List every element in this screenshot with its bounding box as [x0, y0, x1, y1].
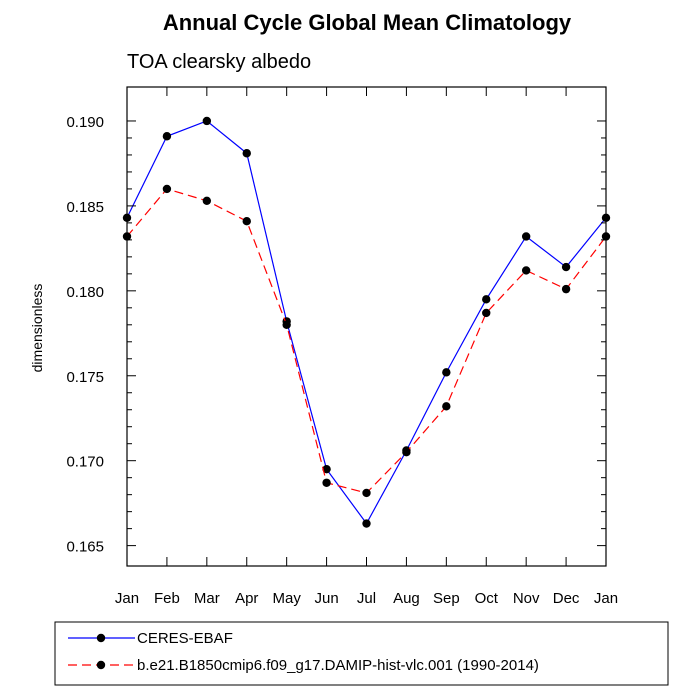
data-point [282, 320, 291, 330]
y-tick-label: 0.175 [66, 369, 104, 386]
x-tick-label: Oct [475, 590, 499, 607]
x-tick-label: Aug [393, 590, 420, 607]
series-1 [122, 116, 611, 528]
legend: CERES-EBAF b.e21.B1850cmip6.f09_g17.DAMIP… [54, 621, 669, 686]
data-point [442, 402, 451, 411]
data-point [162, 132, 172, 141]
data-point [402, 447, 411, 457]
x-tick-label: Jan [115, 590, 139, 607]
x-tick-label: May [272, 590, 301, 607]
legend-marker [96, 633, 106, 643]
y-ticks-layer: 0.165 0.170 0.175 0.180 0.185 0.190 [66, 114, 606, 556]
data-point [322, 464, 331, 474]
data-point [521, 232, 531, 241]
legend-label: b.e21.B1850cmip6.f09_g17.DAMIP-hist-vlc.… [137, 657, 539, 674]
data-point [482, 295, 491, 304]
data-point [561, 284, 571, 294]
x-tick-label: Feb [154, 590, 180, 607]
data-point [322, 478, 331, 487]
data-point [442, 368, 451, 377]
y-tick-label: 0.170 [66, 454, 104, 471]
data-point [561, 262, 571, 272]
data-point [601, 232, 611, 241]
y-tick-label: 0.190 [66, 114, 104, 131]
data-point [242, 149, 251, 158]
legend-entries: CERES-EBAF b.e21.B1850cmip6.f09_g17.DAMIP… [68, 630, 539, 674]
x-tick-label: Jul [357, 590, 376, 607]
legend-marker [96, 660, 106, 670]
x-tick-label: Dec [553, 590, 580, 607]
legend-label: CERES-EBAF [137, 630, 233, 647]
y-tick-label: 0.180 [66, 284, 104, 301]
x-tick-label: Mar [194, 590, 220, 607]
legend-entry: CERES-EBAF [68, 630, 233, 647]
data-point [122, 213, 132, 222]
x-tick-label: Apr [235, 590, 258, 607]
x-ticks-layer: Jan Feb Mar Apr May Jun Jul Aug Sep Oct Nov Dec Jan [115, 87, 618, 607]
series-2 [122, 184, 611, 498]
data-point [162, 184, 172, 194]
data-point [362, 488, 371, 498]
chart-subtitle: TOA clearsky albedo [127, 51, 311, 73]
chart-title: Annual Cycle Global Mean Climatology [163, 10, 572, 35]
data-point [362, 519, 371, 528]
y-tick-label: 0.185 [66, 199, 104, 216]
legend-entry: b.e21.B1850cmip6.f09_g17.DAMIP-hist-vlc.… [68, 657, 539, 674]
series-layer [122, 116, 611, 528]
data-point [482, 308, 491, 318]
series-line [126, 188, 607, 494]
data-point [521, 266, 531, 275]
data-point [202, 116, 212, 126]
x-tick-label: Jan [594, 590, 618, 607]
data-point [202, 196, 212, 206]
y-axis-label: dimensionless [29, 284, 45, 373]
data-point [122, 232, 132, 241]
x-tick-label: Sep [433, 590, 460, 607]
x-tick-label: Nov [513, 590, 540, 607]
series-line [126, 120, 607, 525]
data-point [242, 216, 251, 226]
data-point [601, 213, 611, 222]
legend-box [54, 621, 669, 686]
y-tick-label: 0.165 [66, 539, 104, 556]
x-tick-label: Jun [314, 590, 338, 607]
